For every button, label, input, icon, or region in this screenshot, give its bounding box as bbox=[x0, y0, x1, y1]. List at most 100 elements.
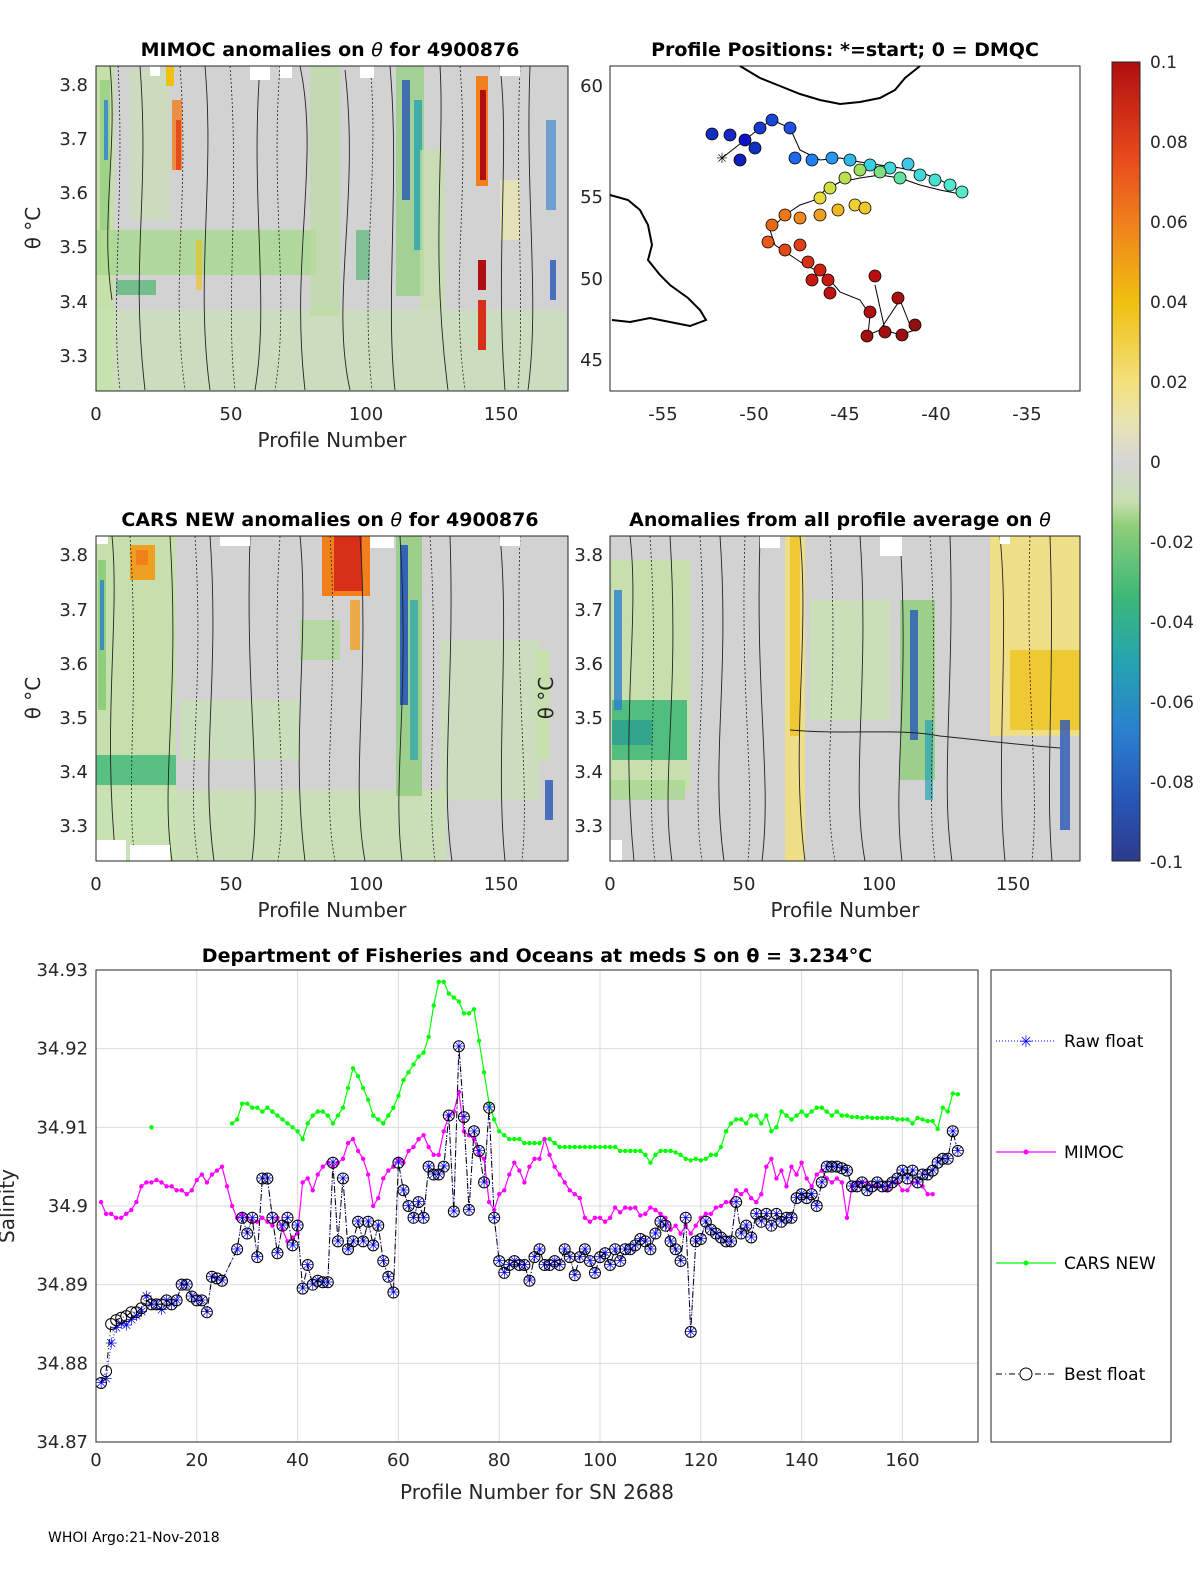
data-point: ✳ bbox=[286, 1236, 299, 1254]
legend-label: MIMOC bbox=[1064, 1143, 1124, 1163]
cars-xtick: 0 bbox=[90, 874, 101, 895]
data-point bbox=[875, 1115, 880, 1121]
data-point bbox=[819, 1168, 824, 1173]
x-tick-label: 40 bbox=[286, 1450, 309, 1471]
data-point bbox=[718, 1203, 724, 1209]
cars-ytick: 3.7 bbox=[59, 600, 88, 621]
data-point bbox=[386, 1168, 391, 1173]
data-point bbox=[174, 1188, 179, 1193]
y-tick-label: 34.93 bbox=[36, 960, 88, 981]
legend-label: Best float bbox=[1064, 1365, 1146, 1385]
colorbar-tick: -0.1 bbox=[1150, 853, 1183, 873]
data-point bbox=[804, 1113, 809, 1118]
data-point bbox=[738, 1117, 744, 1122]
data-point bbox=[149, 1180, 154, 1185]
data-point bbox=[839, 1113, 845, 1118]
data-point bbox=[527, 1164, 532, 1169]
data-point bbox=[255, 1219, 260, 1224]
data-point bbox=[321, 1276, 334, 1289]
data-point bbox=[214, 1168, 220, 1173]
y-tick-label: 34.88 bbox=[36, 1353, 88, 1374]
data-point bbox=[658, 1148, 663, 1154]
data-point bbox=[663, 1148, 668, 1154]
data-point bbox=[522, 1140, 527, 1146]
data-point bbox=[488, 1211, 501, 1224]
x-tick-label: 100 bbox=[583, 1450, 617, 1471]
x-tick-label: 140 bbox=[784, 1450, 818, 1471]
data-point: ✳ bbox=[95, 1374, 108, 1392]
data-point bbox=[638, 1148, 643, 1154]
data-point bbox=[149, 1125, 154, 1130]
data-point bbox=[518, 1259, 531, 1271]
legend: ✳ Raw float MIMOC CARS NEW Best float bbox=[990, 969, 1172, 1443]
colorbar-tick: -0.08 bbox=[1150, 773, 1194, 793]
data-point bbox=[743, 1188, 749, 1193]
data-point bbox=[170, 1294, 183, 1307]
data-point bbox=[347, 1235, 360, 1248]
data-point bbox=[784, 1184, 789, 1189]
data-point bbox=[633, 1148, 638, 1154]
data-point bbox=[607, 1144, 613, 1150]
data-point bbox=[401, 1077, 406, 1083]
data-point bbox=[164, 1184, 169, 1189]
data-point bbox=[416, 1054, 421, 1059]
data-point bbox=[195, 1294, 208, 1307]
data-point bbox=[780, 1211, 793, 1224]
allavg-xtick: 50 bbox=[733, 874, 756, 895]
data-point bbox=[502, 1133, 507, 1138]
salinity-chart: Department of Fisheries and Oceans at me… bbox=[0, 945, 1172, 1504]
data-point bbox=[805, 1188, 818, 1201]
data-point bbox=[925, 1192, 930, 1197]
allavg-ylabel: θ °C bbox=[534, 677, 558, 720]
cars-ytick: 3.4 bbox=[59, 762, 88, 783]
y-ticks: 34.87 34.88 34.89 34.9 34.91 34.92 34.93 bbox=[36, 960, 88, 1453]
data-point bbox=[915, 1115, 920, 1121]
data-point bbox=[693, 1223, 698, 1228]
cars-heatmap bbox=[96, 535, 568, 862]
data-point bbox=[814, 1172, 819, 1177]
data-point bbox=[583, 1255, 596, 1268]
data-point bbox=[668, 1227, 673, 1232]
data-point bbox=[481, 1070, 487, 1075]
data-point bbox=[265, 1105, 270, 1110]
data-point: ✳ bbox=[815, 1173, 828, 1191]
data-point bbox=[760, 1207, 773, 1220]
data-point bbox=[512, 1160, 517, 1165]
data-point bbox=[367, 1239, 380, 1252]
data-point bbox=[916, 1168, 929, 1181]
data-point bbox=[578, 1243, 591, 1256]
data-point bbox=[396, 1093, 401, 1099]
series-line bbox=[100, 1046, 959, 1384]
data-point bbox=[371, 1113, 376, 1118]
cars-ytick: 3.6 bbox=[59, 654, 88, 675]
data-point bbox=[386, 1113, 391, 1118]
data-point bbox=[275, 1113, 280, 1118]
data-point bbox=[824, 1109, 829, 1114]
data-point bbox=[623, 1148, 628, 1154]
data-point bbox=[355, 1074, 361, 1079]
data-point bbox=[946, 1125, 959, 1138]
data-point bbox=[129, 1207, 134, 1213]
data-point bbox=[669, 1243, 682, 1256]
data-point bbox=[365, 1097, 371, 1103]
data-point bbox=[810, 1200, 823, 1212]
data-point bbox=[577, 1144, 583, 1150]
data-point bbox=[869, 1115, 875, 1121]
y-tick-label: 34.87 bbox=[36, 1432, 88, 1453]
data-point bbox=[426, 1144, 431, 1150]
data-point bbox=[431, 1152, 436, 1158]
data-point bbox=[612, 1205, 618, 1210]
data-point bbox=[730, 1196, 743, 1209]
series-cars-new bbox=[149, 979, 961, 1165]
data-point bbox=[392, 1156, 405, 1169]
mimoc-ytick: 3.3 bbox=[59, 346, 88, 367]
mimoc-x-ticks: 0 50 100 150 bbox=[90, 404, 518, 425]
mimoc-title: MIMOC anomalies on θ for 4900876 bbox=[141, 39, 520, 61]
data-point bbox=[245, 1101, 250, 1106]
data-point bbox=[175, 1278, 188, 1291]
data-point bbox=[532, 1140, 537, 1146]
data-point bbox=[920, 1184, 925, 1189]
data-point bbox=[834, 1109, 840, 1114]
data-point bbox=[614, 1255, 627, 1268]
data-point bbox=[905, 1117, 910, 1122]
